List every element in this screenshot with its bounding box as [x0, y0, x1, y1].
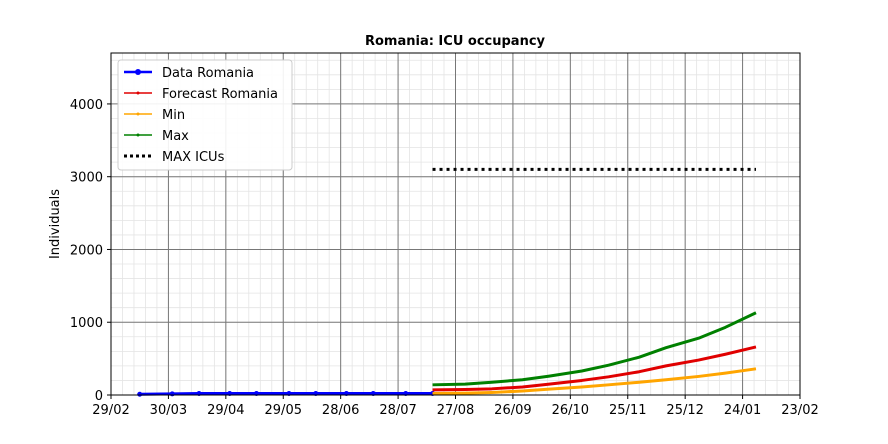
series-line-1 — [432, 345, 757, 392]
y-tick-label: 2000 — [70, 243, 103, 258]
series-line-3 — [432, 311, 757, 387]
x-tick-label: 27/08 — [437, 403, 474, 418]
x-tick-label: 29/05 — [265, 403, 302, 418]
x-tick-label: 25/12 — [666, 403, 703, 418]
series-point-0 — [169, 391, 175, 397]
legend-label-2: Min — [162, 108, 185, 123]
x-tick-label: 26/10 — [552, 403, 589, 418]
y-axis-ticks: 0 1000 2000 3000 4000 — [70, 98, 111, 404]
x-tick-label: 24/01 — [724, 403, 761, 418]
y-axis-label: Individuals — [48, 189, 63, 259]
series-line-0 — [139, 392, 433, 396]
x-tick-label: 26/09 — [494, 403, 531, 418]
legend-label-1: Forecast Romania — [162, 87, 278, 102]
x-tick-label: 30/03 — [150, 403, 187, 418]
chart-title: Romania: ICU occupancy — [365, 34, 546, 49]
legend-marker-2 — [136, 112, 140, 116]
legend-label-3: Max — [162, 129, 189, 144]
series-line-2 — [432, 367, 757, 396]
legend-marker-1 — [136, 91, 140, 95]
x-tick-label: 28/07 — [379, 403, 416, 418]
legend: Data Romania Forecast Romania Min Max MAX IC… — [117, 59, 293, 171]
y-tick-label: 4000 — [70, 98, 103, 113]
x-tick-label: 29/02 — [92, 403, 129, 418]
x-tick-label: 25/11 — [609, 403, 646, 418]
legend-box — [117, 59, 293, 171]
legend-marker-0 — [135, 69, 141, 75]
legend-label-0: Data Romania — [162, 66, 254, 81]
y-tick-label: 0 — [95, 389, 103, 404]
y-tick-label: 3000 — [70, 171, 103, 186]
x-axis-ticks: 29/02 30/03 29/04 29/05 28/06 28/07 27/08 26/09… — [92, 395, 819, 418]
x-tick-label: 28/06 — [322, 403, 359, 418]
y-tick-label: 1000 — [70, 316, 103, 331]
x-tick-label: 23/02 — [781, 403, 818, 418]
legend-marker-3 — [136, 133, 140, 137]
legend-label-4: MAX ICUs — [162, 150, 225, 165]
series-point-0 — [137, 391, 143, 397]
x-tick-label: 29/04 — [207, 403, 244, 418]
